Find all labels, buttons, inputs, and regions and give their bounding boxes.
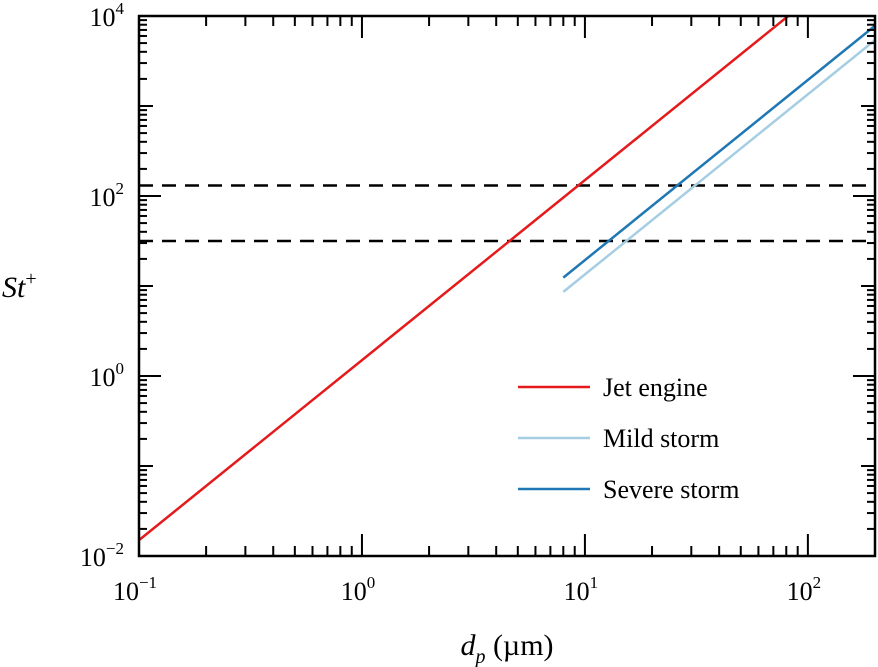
tick-exponent: −1 <box>139 573 157 592</box>
y-tick-label: 10−2 <box>80 539 124 572</box>
plot-marks <box>139 16 875 542</box>
y-axis-label: St+ <box>2 268 37 304</box>
tick-base: 10 <box>787 577 813 606</box>
tick-base: 10 <box>80 543 106 572</box>
tick-base: 10 <box>90 3 116 32</box>
tick-exponent: −2 <box>106 539 124 558</box>
x-tick-label: 10−1 <box>113 573 157 606</box>
series-line-severe-storm <box>562 24 875 279</box>
y-tick-label: 104 <box>90 0 125 32</box>
tick-exponent: 4 <box>116 0 125 18</box>
tick-base: 10 <box>341 577 367 606</box>
tick-exponent: 0 <box>367 573 376 592</box>
tick-exponent: 2 <box>813 573 822 592</box>
legend-label: Mild storm <box>603 424 719 453</box>
tick-exponent: 0 <box>116 359 125 378</box>
legend-label: Severe storm <box>603 475 739 504</box>
legend: Jet engine Mild storm Severe storm <box>518 373 739 504</box>
tick-base: 10 <box>113 577 139 606</box>
tick-base: 10 <box>564 577 590 606</box>
x-tick-label: 101 <box>564 573 599 606</box>
x-tick-label: 100 <box>341 573 376 606</box>
legend-label: Jet engine <box>603 373 708 402</box>
plot-frame <box>137 14 877 558</box>
tick-base: 10 <box>90 183 116 212</box>
tick-base: 10 <box>90 363 116 392</box>
axis-ticks <box>138 15 876 557</box>
x-axis-label: dp (µm) <box>460 629 553 667</box>
tick-exponent: 2 <box>116 179 125 198</box>
series-line-mild-storm <box>562 39 875 293</box>
tick-exponent: 1 <box>590 573 599 592</box>
x-tick-label: 102 <box>787 573 822 606</box>
series-line-jet-engine <box>139 16 791 542</box>
y-tick-label: 100 <box>90 359 125 392</box>
y-tick-label: 102 <box>90 179 125 212</box>
